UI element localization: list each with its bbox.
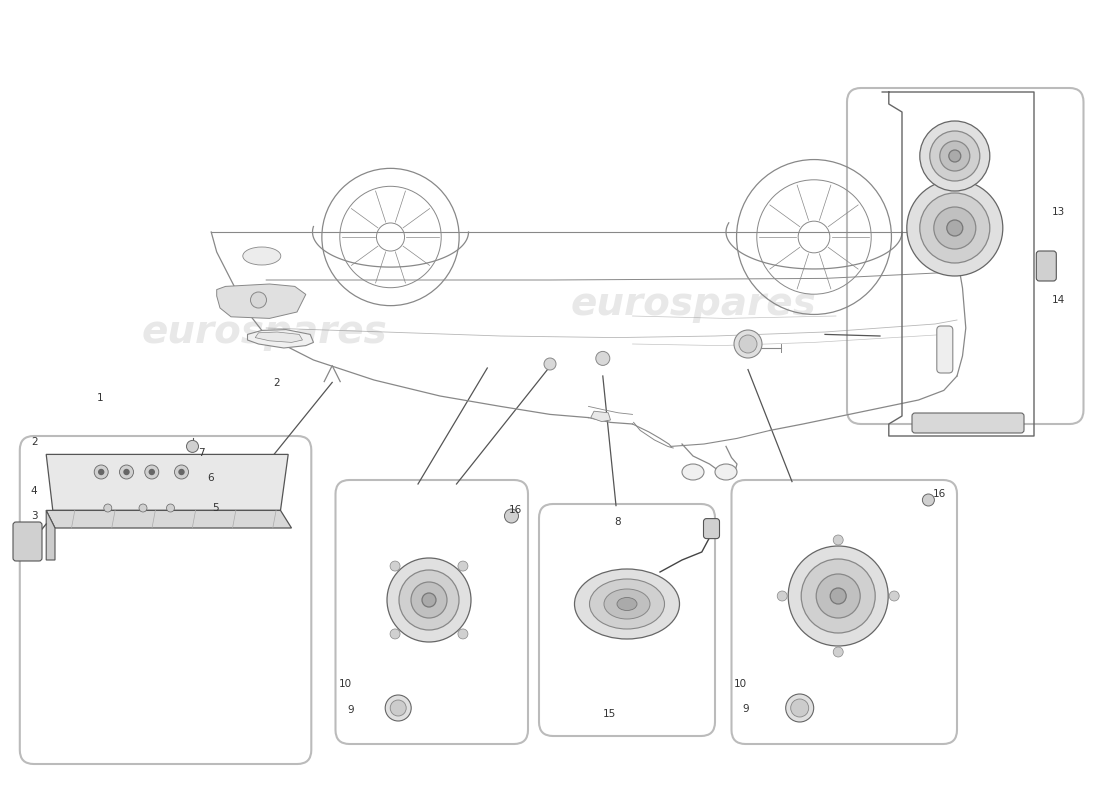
Circle shape	[816, 574, 860, 618]
Circle shape	[458, 561, 468, 571]
FancyBboxPatch shape	[704, 518, 719, 538]
Ellipse shape	[590, 579, 664, 629]
Circle shape	[739, 335, 757, 353]
FancyBboxPatch shape	[539, 504, 715, 736]
FancyBboxPatch shape	[20, 436, 311, 764]
Circle shape	[390, 629, 400, 639]
Ellipse shape	[604, 589, 650, 619]
Circle shape	[103, 504, 112, 512]
Ellipse shape	[574, 569, 680, 639]
Text: 10: 10	[339, 679, 352, 689]
Text: 2: 2	[273, 378, 279, 388]
Circle shape	[411, 582, 447, 618]
Circle shape	[99, 470, 103, 474]
Circle shape	[399, 570, 459, 630]
Text: 4: 4	[31, 486, 37, 496]
Circle shape	[385, 695, 411, 721]
Polygon shape	[255, 332, 302, 342]
Circle shape	[145, 465, 158, 479]
Circle shape	[906, 180, 1003, 276]
Circle shape	[390, 561, 400, 571]
Circle shape	[95, 465, 108, 479]
Circle shape	[949, 150, 960, 162]
Circle shape	[120, 465, 133, 479]
FancyBboxPatch shape	[732, 480, 957, 744]
Text: eurospares: eurospares	[570, 285, 816, 323]
Ellipse shape	[715, 464, 737, 480]
Ellipse shape	[243, 247, 280, 265]
Circle shape	[387, 558, 471, 642]
Text: 9: 9	[348, 705, 354, 714]
Text: 5: 5	[212, 503, 219, 513]
Circle shape	[124, 470, 129, 474]
Text: 1: 1	[97, 394, 103, 403]
Text: 6: 6	[207, 474, 213, 483]
Circle shape	[139, 504, 147, 512]
Text: 13: 13	[1052, 207, 1065, 217]
Circle shape	[166, 504, 175, 512]
Circle shape	[505, 509, 518, 523]
Circle shape	[596, 351, 609, 366]
Circle shape	[778, 591, 788, 601]
Circle shape	[175, 465, 188, 479]
Text: 2: 2	[31, 438, 37, 447]
Polygon shape	[217, 284, 306, 318]
Circle shape	[920, 121, 990, 191]
Text: 16: 16	[509, 505, 522, 514]
Circle shape	[833, 647, 844, 657]
Circle shape	[150, 470, 154, 474]
Circle shape	[422, 593, 436, 607]
Circle shape	[947, 220, 962, 236]
Ellipse shape	[682, 464, 704, 480]
Polygon shape	[591, 411, 611, 422]
Text: 15: 15	[603, 709, 616, 718]
Circle shape	[889, 591, 899, 601]
Circle shape	[458, 629, 468, 639]
Circle shape	[930, 131, 980, 181]
FancyBboxPatch shape	[13, 522, 42, 561]
Circle shape	[544, 358, 556, 370]
Circle shape	[789, 546, 888, 646]
FancyBboxPatch shape	[1036, 251, 1056, 281]
Circle shape	[920, 193, 990, 263]
Circle shape	[251, 292, 266, 308]
FancyBboxPatch shape	[912, 413, 1024, 433]
FancyBboxPatch shape	[937, 326, 953, 373]
Text: 9: 9	[742, 704, 749, 714]
Circle shape	[390, 700, 406, 716]
Circle shape	[791, 699, 808, 717]
Text: eurospares: eurospares	[141, 313, 387, 351]
Circle shape	[734, 330, 762, 358]
Polygon shape	[46, 510, 55, 560]
Polygon shape	[248, 330, 314, 348]
FancyBboxPatch shape	[336, 480, 528, 744]
Circle shape	[801, 559, 876, 633]
Circle shape	[179, 470, 184, 474]
Circle shape	[830, 588, 846, 604]
Text: 10: 10	[734, 679, 747, 689]
Polygon shape	[46, 454, 288, 510]
Ellipse shape	[617, 598, 637, 610]
Text: 3: 3	[31, 511, 37, 521]
Circle shape	[833, 535, 844, 545]
Circle shape	[785, 694, 814, 722]
Text: 8: 8	[614, 517, 620, 526]
Text: 7: 7	[198, 448, 205, 458]
Text: 14: 14	[1052, 295, 1065, 305]
Circle shape	[934, 207, 976, 249]
FancyBboxPatch shape	[847, 88, 1084, 424]
Text: 16: 16	[933, 489, 946, 498]
Circle shape	[187, 440, 198, 453]
Polygon shape	[46, 510, 292, 528]
Circle shape	[923, 494, 934, 506]
Circle shape	[939, 141, 970, 171]
